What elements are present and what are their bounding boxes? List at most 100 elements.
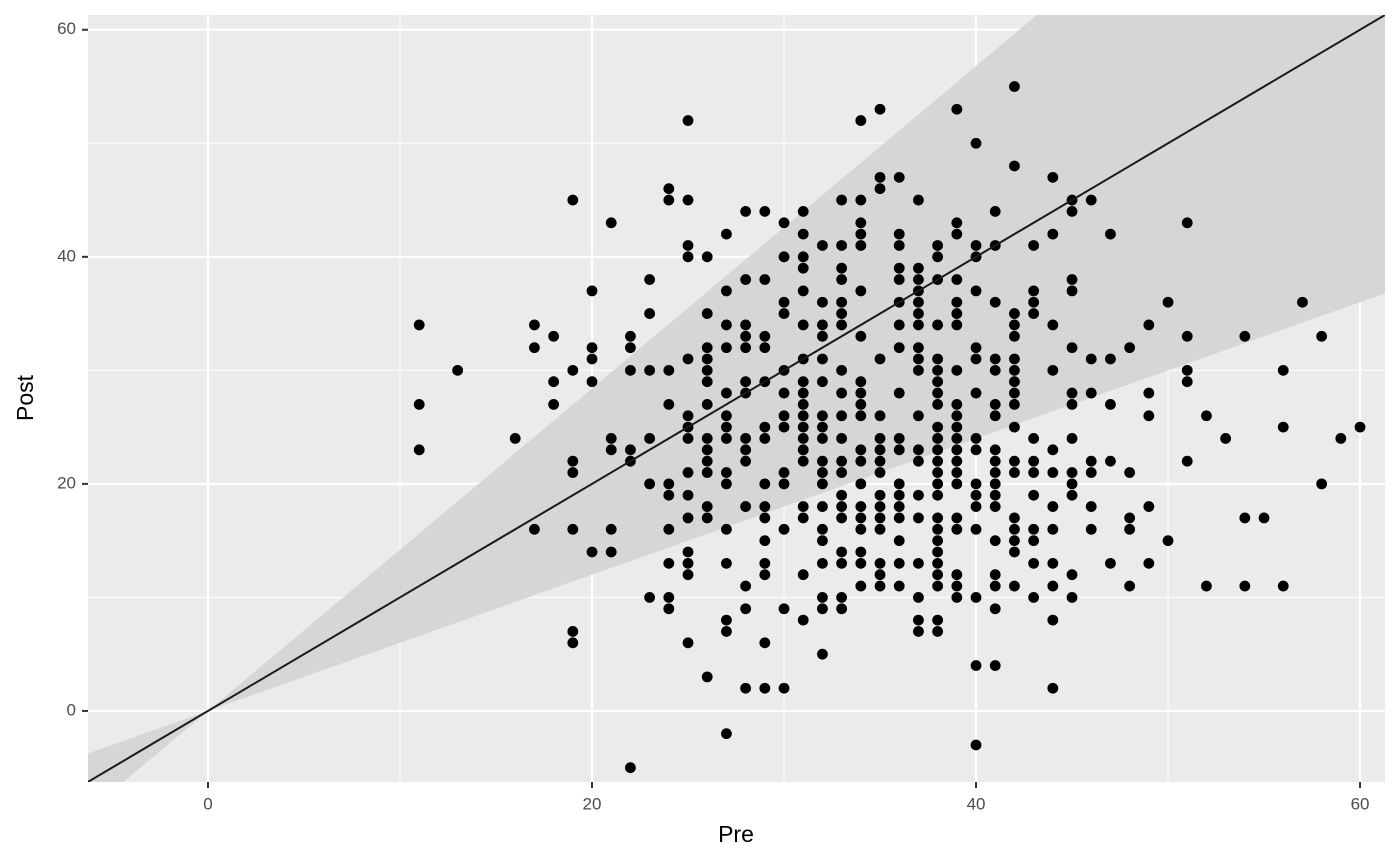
point: [970, 342, 982, 354]
point: [836, 489, 848, 501]
point: [797, 228, 809, 240]
point: [1085, 467, 1097, 478]
point: [548, 330, 560, 342]
point: [778, 682, 790, 694]
point: [970, 523, 982, 535]
point: [913, 592, 924, 603]
point: [759, 433, 771, 444]
point: [951, 319, 963, 331]
point: [605, 217, 617, 229]
point: [1066, 478, 1078, 490]
point: [721, 728, 732, 740]
point: [989, 455, 1001, 467]
point: [951, 410, 963, 422]
point: [605, 444, 617, 456]
point: [913, 319, 924, 331]
point: [740, 580, 752, 592]
point: [893, 262, 905, 274]
point: [951, 421, 963, 433]
point: [701, 308, 713, 319]
point: [913, 489, 924, 501]
point: [567, 626, 579, 637]
point: [452, 364, 464, 376]
point: [836, 274, 848, 285]
point: [682, 353, 694, 365]
point: [625, 444, 636, 456]
point: [1009, 319, 1020, 331]
point: [759, 682, 771, 694]
point: [1009, 580, 1020, 592]
point: [932, 433, 944, 444]
point: [663, 557, 675, 569]
point: [1066, 592, 1078, 603]
point: [1028, 285, 1040, 297]
point: [951, 274, 963, 285]
point: [721, 557, 732, 569]
point: [932, 512, 944, 524]
point: [509, 433, 521, 444]
point: [836, 455, 848, 467]
point: [855, 546, 867, 558]
point: [797, 399, 809, 410]
line-layer: [88, 15, 1385, 782]
point: [1085, 523, 1097, 535]
point: [893, 228, 905, 240]
point: [913, 194, 924, 206]
point: [836, 603, 848, 615]
point: [893, 478, 905, 490]
point: [797, 251, 809, 263]
point: [644, 364, 656, 376]
point: [913, 342, 924, 354]
point: [740, 433, 752, 444]
point: [951, 433, 963, 444]
point: [413, 399, 425, 410]
point: [586, 376, 598, 388]
point: [663, 194, 675, 206]
point: [759, 421, 771, 433]
point: [951, 444, 963, 456]
point: [740, 603, 752, 615]
point: [1105, 353, 1116, 365]
point: [1047, 580, 1059, 592]
point: [913, 444, 924, 456]
point: [970, 592, 982, 603]
point: [797, 410, 809, 422]
point: [1335, 433, 1347, 444]
point: [989, 353, 1001, 365]
point: [855, 557, 867, 569]
point: [663, 399, 675, 410]
point: [663, 489, 675, 501]
point: [874, 557, 886, 569]
point: [951, 523, 963, 535]
point: [970, 137, 982, 149]
point: [778, 217, 790, 229]
point: [1258, 512, 1270, 524]
point: [797, 319, 809, 331]
point: [1201, 410, 1212, 422]
point: [740, 444, 752, 456]
point: [1297, 296, 1308, 308]
points: [413, 81, 1366, 774]
point: [567, 194, 579, 206]
point: [1066, 342, 1078, 354]
point: [1105, 455, 1116, 467]
point: [817, 467, 828, 478]
point: [932, 478, 944, 490]
point: [836, 262, 848, 274]
point: [1162, 296, 1174, 308]
point: [625, 342, 636, 354]
point: [1066, 206, 1078, 217]
point: [1277, 421, 1289, 433]
point: [1009, 387, 1020, 399]
point: [836, 592, 848, 603]
point: [874, 467, 886, 478]
point: [970, 387, 982, 399]
point: [855, 376, 867, 388]
point: [932, 376, 944, 388]
point: [932, 569, 944, 581]
point: [893, 274, 905, 285]
x-tick-label: 20: [583, 794, 602, 813]
y-tick-label: 0: [67, 700, 76, 719]
point: [701, 501, 713, 512]
point: [1028, 557, 1040, 569]
